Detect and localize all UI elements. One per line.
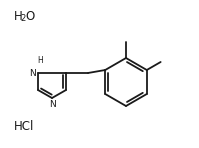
Text: N: N: [49, 100, 55, 109]
Text: HCl: HCl: [14, 119, 34, 132]
Text: H: H: [14, 9, 23, 22]
Text: N: N: [29, 69, 36, 78]
Text: 2: 2: [20, 14, 26, 23]
Text: O: O: [25, 9, 35, 22]
Text: H: H: [37, 56, 43, 65]
